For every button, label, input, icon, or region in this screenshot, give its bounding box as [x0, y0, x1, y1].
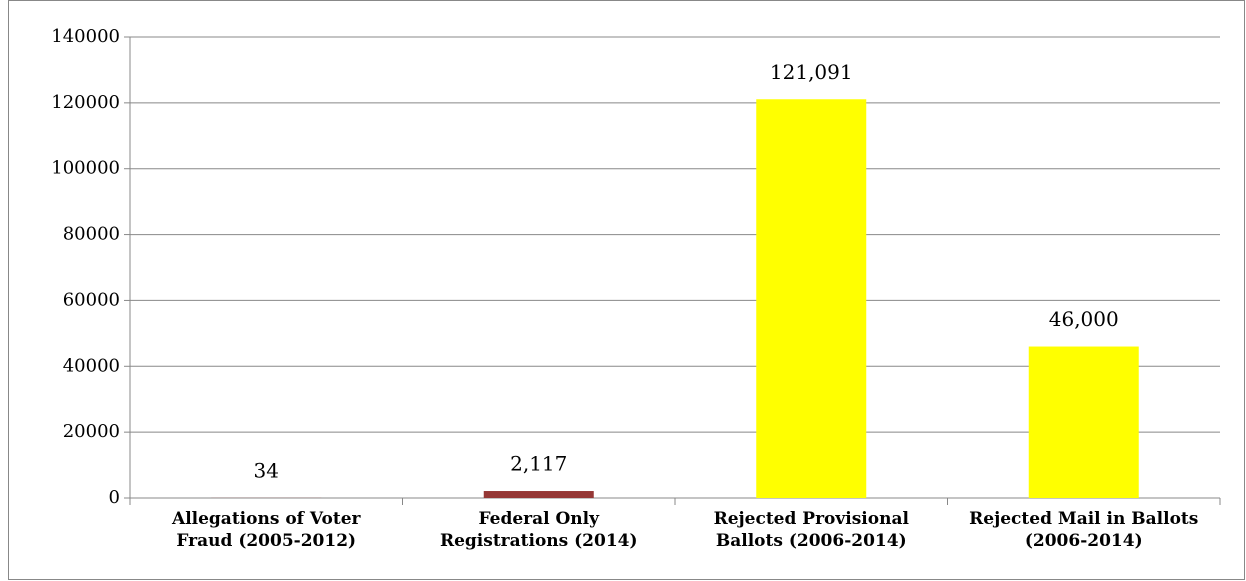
y-tick-label: 20000 — [63, 421, 120, 442]
bar — [483, 491, 594, 498]
y-tick-label: 120000 — [51, 92, 120, 113]
x-tick-label: Allegations of Voter Fraud (2005-2012) — [172, 509, 361, 551]
bar — [756, 99, 867, 498]
y-tick-label: 140000 — [51, 26, 120, 47]
bar — [1028, 346, 1139, 498]
x-tick-label: Federal Only Registrations (2014) — [439, 509, 638, 551]
data-label: 2,117 — [510, 452, 567, 476]
data-label: 121,091 — [770, 60, 853, 84]
data-label: 34 — [254, 458, 279, 482]
y-tick-label: 60000 — [63, 289, 120, 310]
x-tick-label: Rejected Provisional Ballots (2006-2014) — [713, 509, 909, 551]
y-tick-label: 100000 — [51, 158, 120, 179]
chart-frame — [8, 0, 1245, 580]
y-tick-label: 80000 — [63, 224, 120, 245]
y-tick-label: 40000 — [63, 355, 120, 376]
x-tick-label: Rejected Mail in Ballots (2006-2014) — [969, 509, 1199, 551]
data-label: 46,000 — [1049, 307, 1119, 331]
y-tick-label: 0 — [109, 487, 120, 508]
